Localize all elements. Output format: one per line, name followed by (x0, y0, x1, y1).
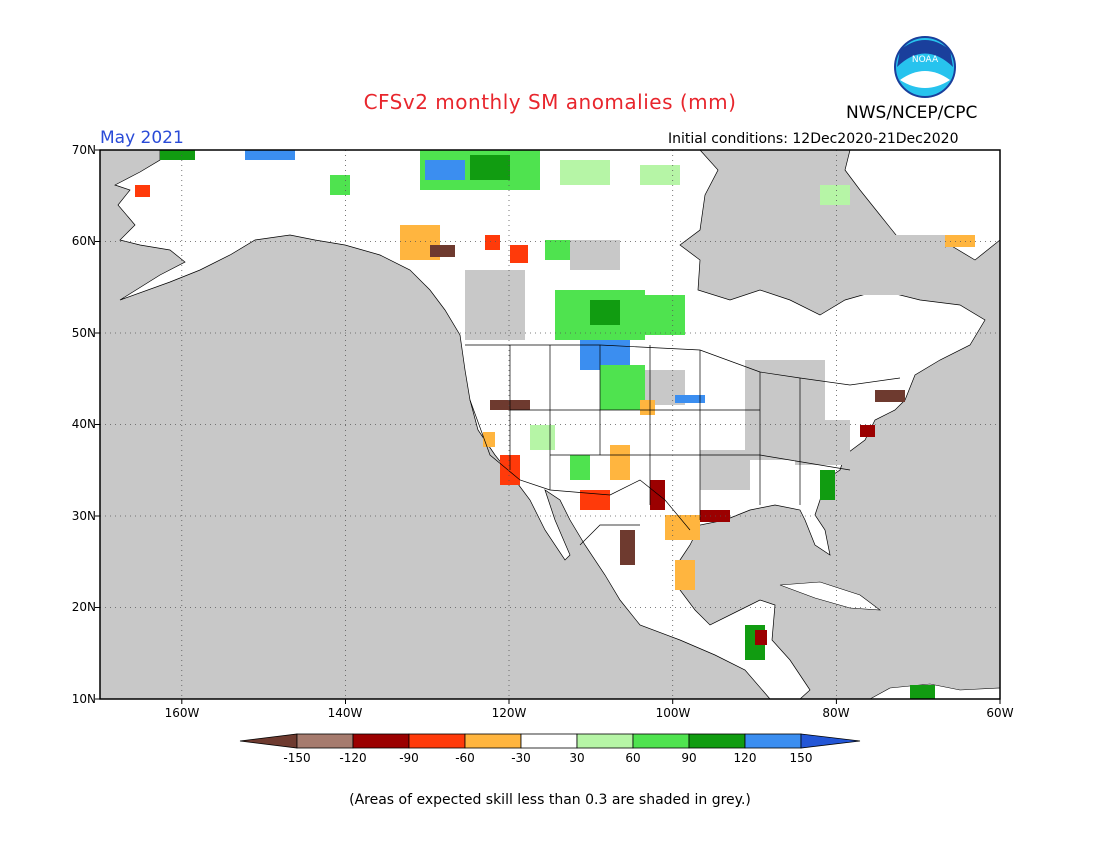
colorbar-swatch-1 (296, 733, 354, 749)
colorbar-label: -90 (399, 751, 419, 765)
lat-label: 40N (71, 417, 96, 431)
colorbar-swatch-5 (520, 733, 578, 749)
land-caribbean (779, 581, 881, 611)
colorbar-label: -60 (455, 751, 475, 765)
noaa-logo-text: NOAA (912, 55, 939, 65)
lon-label: 120W (491, 706, 527, 720)
colorbar-swatch-10 (800, 733, 861, 749)
lat-label: 60N (71, 234, 96, 248)
colorbar-swatch-3 (408, 733, 466, 749)
lon-label: 80W (822, 706, 850, 720)
colorbar-label: 120 (733, 751, 757, 765)
initial-conditions: Initial conditions: 12Dec2020-21Dec2020 (668, 131, 959, 147)
lon-label: 100W (655, 706, 691, 720)
colorbar-label: -30 (511, 751, 531, 765)
colorbar-swatch-2 (352, 733, 410, 749)
lat-label: 70N (71, 143, 96, 157)
agency-label: NWS/NCEP/CPC (846, 103, 978, 123)
axis-ticks (95, 149, 1001, 704)
low-skill-patches (465, 195, 945, 490)
lat-label: 50N (71, 326, 96, 340)
map-title: CFSv2 monthly SM anomalies (mm) (363, 90, 737, 114)
lon-label: 160W (164, 706, 200, 720)
anomaly-cells (135, 150, 975, 699)
lat-label: 10N (71, 692, 96, 706)
lat-label: 30N (71, 509, 96, 523)
colorbar-label: 90 (681, 751, 697, 765)
colorbar-swatch-6 (576, 733, 634, 749)
political-borders (465, 344, 901, 546)
colorbar (239, 733, 861, 749)
colorbar-label: -150 (283, 751, 311, 765)
lon-label: 60W (986, 706, 1014, 720)
colorbar-swatch-7 (632, 733, 690, 749)
colorbar-label: -120 (339, 751, 367, 765)
skill-footnote: (Areas of expected skill less than 0.3 a… (349, 792, 751, 808)
colorbar-label: 60 (625, 751, 641, 765)
colorbar-label: 150 (789, 751, 813, 765)
forecast-month: May 2021 (100, 128, 184, 148)
graticule (100, 150, 1000, 699)
colorbar-swatch-4 (464, 733, 522, 749)
colorbar-swatch-9 (744, 733, 802, 749)
lon-label: 140W (327, 706, 363, 720)
noaa-logo (894, 36, 956, 98)
colorbar-label: 30 (569, 751, 585, 765)
colorbar-swatch-8 (688, 733, 746, 749)
lat-label: 20N (71, 600, 96, 614)
colorbar-swatch-0 (239, 733, 298, 749)
